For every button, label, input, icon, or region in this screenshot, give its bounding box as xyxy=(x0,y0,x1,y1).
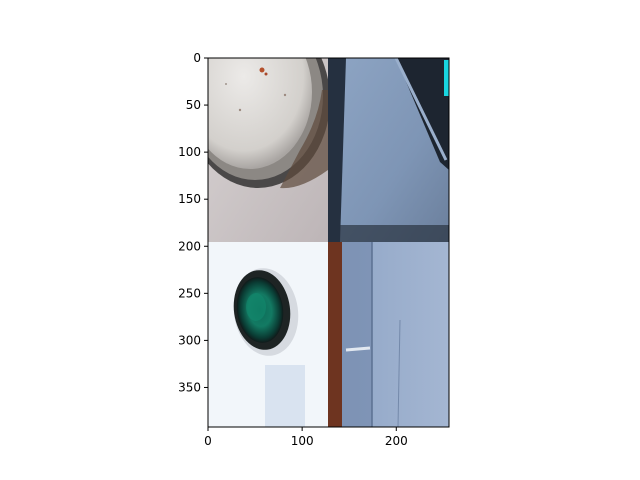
y-tick-label: 150 xyxy=(178,192,201,206)
x-axis: 0 100 200 xyxy=(204,427,408,448)
y-tick-label: 200 xyxy=(178,239,201,253)
panel-top-right xyxy=(328,58,449,242)
y-tick-label: 300 xyxy=(178,333,201,347)
x-tick-label: 0 xyxy=(204,434,212,448)
y-tick-label: 250 xyxy=(178,286,201,300)
y-tick-label: 100 xyxy=(178,145,201,159)
axes-frame xyxy=(207,57,450,428)
panel-top-left xyxy=(208,58,328,242)
y-tick-label: 50 xyxy=(186,98,201,112)
y-tick-label: 0 xyxy=(193,51,201,65)
y-axis: 0 50 100 150 200 250 300 350 xyxy=(178,51,208,394)
x-tick-label: 100 xyxy=(291,434,314,448)
x-tick-label: 200 xyxy=(385,434,408,448)
panel-bottom-left xyxy=(208,242,328,427)
panel-bottom-right xyxy=(328,242,449,427)
y-tick-label: 350 xyxy=(178,380,201,394)
